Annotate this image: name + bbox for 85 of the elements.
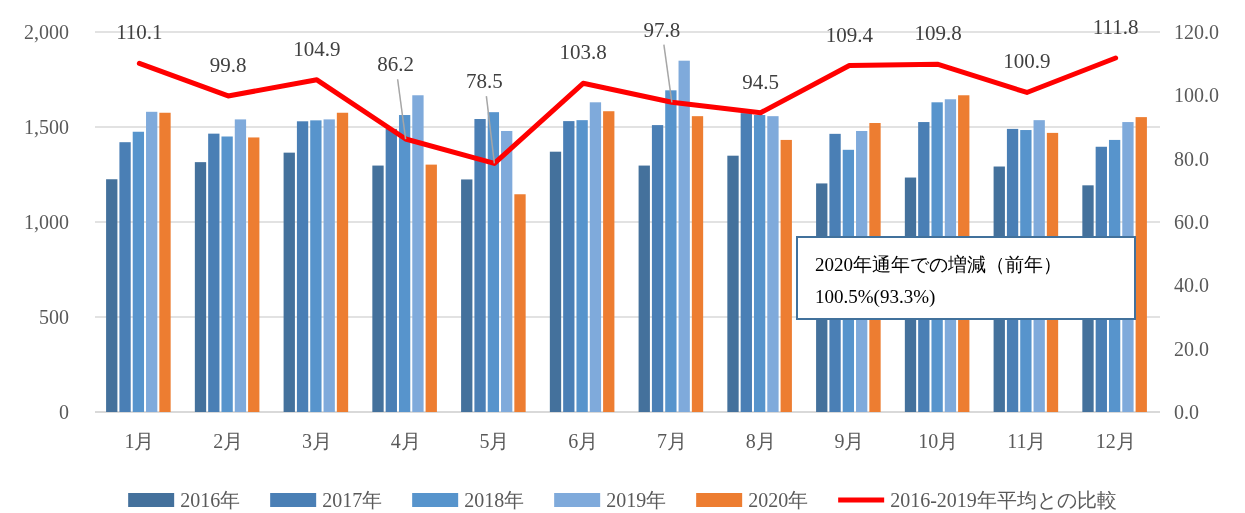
data-label: 86.2	[377, 52, 414, 77]
x-tick-label: 5月	[479, 430, 510, 452]
x-tick-label: 9月	[834, 430, 865, 452]
bar	[461, 179, 473, 412]
y-tick-label: 2,000	[24, 21, 69, 43]
x-tick-label: 12月	[1095, 430, 1136, 452]
bar	[221, 136, 233, 412]
x-tick-label: 8月	[745, 430, 776, 452]
data-label: 99.8	[209, 52, 247, 77]
y2-tick-label: 120.0	[1174, 21, 1219, 43]
bar	[425, 164, 437, 412]
data-label: 109.4	[825, 22, 874, 47]
bar	[146, 111, 158, 412]
bar	[194, 162, 207, 412]
y-tick-label: 500	[39, 306, 69, 328]
legend-label: 2019年	[606, 489, 667, 511]
annotation: 2020年通年での増減（前年） 100.5%(93.3%)	[796, 236, 1136, 320]
bar	[678, 60, 690, 412]
bar	[727, 155, 739, 412]
y2-tick-label: 0.0	[1174, 401, 1199, 423]
bar	[767, 116, 779, 412]
bar	[119, 142, 131, 412]
data-label: 97.8	[643, 17, 681, 42]
data-label: 103.8	[559, 40, 607, 65]
bar	[651, 125, 664, 412]
x-tick-label: 3月	[301, 430, 332, 452]
bar	[563, 121, 575, 412]
y2-tick-label: 80.0	[1174, 147, 1209, 170]
x-tick-label: 10月	[918, 430, 959, 452]
bar	[248, 137, 260, 412]
y-tick-label: 1,500	[24, 116, 69, 138]
bar	[603, 111, 615, 412]
bar	[310, 120, 322, 412]
x-tick-label: 7月	[656, 430, 687, 452]
y2-tick-label: 40.0	[1174, 274, 1209, 297]
bar	[372, 165, 384, 412]
bar	[487, 112, 500, 412]
bar	[589, 102, 602, 412]
bar	[753, 115, 766, 412]
bar	[296, 121, 309, 412]
bar	[474, 119, 486, 412]
bar	[106, 179, 118, 412]
x-tick-label: 4月	[390, 430, 421, 452]
bar	[549, 151, 562, 412]
y2-tick-label: 60.0	[1174, 211, 1209, 233]
data-label: 104.9	[293, 36, 341, 61]
data-label: 111.8	[1092, 14, 1139, 39]
x-tick-label: 1月	[124, 430, 155, 452]
data-label: 109.8	[914, 21, 962, 46]
data-label: 94.5	[742, 69, 779, 94]
annotation: 2020年通年での増減（前年） 100.5%(93.3%)	[815, 254, 1062, 308]
bar	[283, 152, 295, 412]
data-label: 78.5	[466, 69, 503, 94]
y-tick-label: 1,000	[24, 211, 69, 233]
legend-label: 2017年	[322, 489, 383, 511]
legend-label: 2016年	[180, 489, 241, 511]
bar	[398, 115, 411, 412]
y2-tick-label: 20.0	[1174, 337, 1209, 360]
x-tick-label: 11月	[1007, 430, 1047, 452]
bar	[336, 112, 349, 412]
bar	[323, 119, 335, 412]
x-tick-label: 2月	[213, 430, 244, 452]
bar	[665, 90, 677, 412]
bar	[780, 139, 792, 412]
data-label: 110.1	[116, 20, 163, 45]
bar	[159, 112, 171, 412]
legend-label: 2018年	[464, 489, 525, 511]
y2-tick-label: 100.0	[1174, 84, 1219, 107]
bar	[412, 95, 424, 412]
bar	[691, 116, 704, 412]
y-tick-label: 0	[59, 401, 69, 423]
data-label: 100.9	[1003, 49, 1051, 74]
bar	[638, 165, 650, 412]
legend-label: 2016-2019年平均との比較	[890, 489, 1117, 511]
bar	[385, 128, 397, 412]
bar	[132, 131, 145, 412]
x-tick-label: 6月	[568, 430, 599, 452]
bar	[514, 194, 526, 412]
bar	[576, 120, 588, 412]
bar	[1135, 117, 1147, 412]
bar	[501, 130, 513, 412]
bar	[208, 133, 220, 412]
legend-label: 2020年	[748, 489, 809, 511]
bar	[740, 113, 752, 412]
bar	[234, 119, 247, 412]
